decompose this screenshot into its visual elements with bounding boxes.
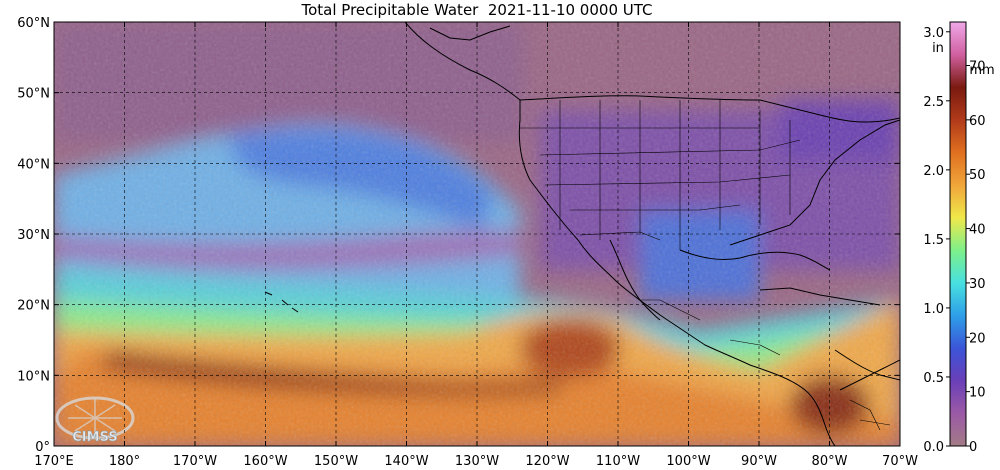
inch-tick-label: 3.0: [923, 26, 944, 41]
mm-tick-label: 40: [969, 223, 986, 238]
inch-tick-label: 1.0: [923, 302, 944, 317]
lat-label: 40°N: [17, 157, 50, 172]
coastlines: [264, 22, 900, 446]
lon-label: 130°W: [455, 454, 499, 469]
colorbar: 0.0 0.5 1.0 1.5 2.0 2.5 3.0 0 10 20 30 40 50 60 70 in…: [923, 21, 995, 455]
tpw-field: CIMSS: [54, 22, 900, 446]
lat-lon-grid: [54, 22, 900, 446]
lon-label: 80°W: [812, 454, 848, 469]
inch-tick-label: 1.5: [923, 233, 944, 248]
lon-label: 170°E: [34, 454, 74, 469]
map-title: Total Precipitable Water 2021-11-10 0000…: [301, 1, 653, 19]
lat-label: 10°N: [17, 369, 50, 384]
lon-label: 100°W: [666, 454, 710, 469]
lat-labels: 0° 10°N 20°N 30°N 40°N 50°N 60°N: [17, 16, 50, 455]
lon-label: 70°W: [882, 454, 918, 469]
lat-label: 30°N: [17, 228, 50, 243]
lon-labels: 170°E 180° 170°W 160°W 150°W 140°W 130°W 120°W 1…: [34, 454, 918, 469]
inch-tick-label: 0.0: [923, 440, 944, 455]
inch-tick-label: 2.0: [923, 164, 944, 179]
colorbar-gradient: [950, 22, 966, 446]
mm-tick-label: 60: [969, 114, 986, 129]
inch-tick-label: 0.5: [923, 371, 944, 386]
lon-label: 180°: [109, 454, 140, 469]
lat-label: 50°N: [17, 87, 50, 102]
colorbar-frame: [949, 21, 967, 447]
lon-label: 90°W: [741, 454, 777, 469]
cimss-logo: CIMSS: [55, 396, 135, 445]
lon-label: 120°W: [525, 454, 569, 469]
mm-tick-label: 30: [969, 277, 986, 292]
lat-label: 0°: [35, 440, 50, 455]
political-borders: [520, 100, 891, 431]
colorbar-inch-unit: in: [932, 41, 944, 56]
mm-tick-label: 70: [969, 59, 986, 74]
mm-tick-label: 20: [969, 331, 986, 346]
inch-tick-label: 2.5: [923, 95, 944, 110]
mm-tick-label: 0: [969, 440, 977, 455]
mm-tick-label: 50: [969, 168, 986, 183]
lon-label: 110°W: [596, 454, 640, 469]
axis-ticks: [53, 21, 901, 447]
lon-label: 150°W: [314, 454, 358, 469]
colorbar-inch-scale: 0.0 0.5 1.0 1.5 2.0 2.5 3.0: [923, 26, 950, 455]
colorbar-mm-unit: mm: [969, 63, 994, 78]
lon-label: 170°W: [173, 454, 217, 469]
logo-text: CIMSS: [72, 430, 117, 445]
lon-label: 160°W: [243, 454, 287, 469]
lon-label: 140°W: [384, 454, 428, 469]
mm-tick-label: 10: [969, 386, 986, 401]
lat-label: 60°N: [17, 16, 50, 31]
colorbar-mm-scale: 0 10 20 30 40 50 60 70: [966, 59, 986, 455]
lat-label: 20°N: [17, 299, 50, 314]
